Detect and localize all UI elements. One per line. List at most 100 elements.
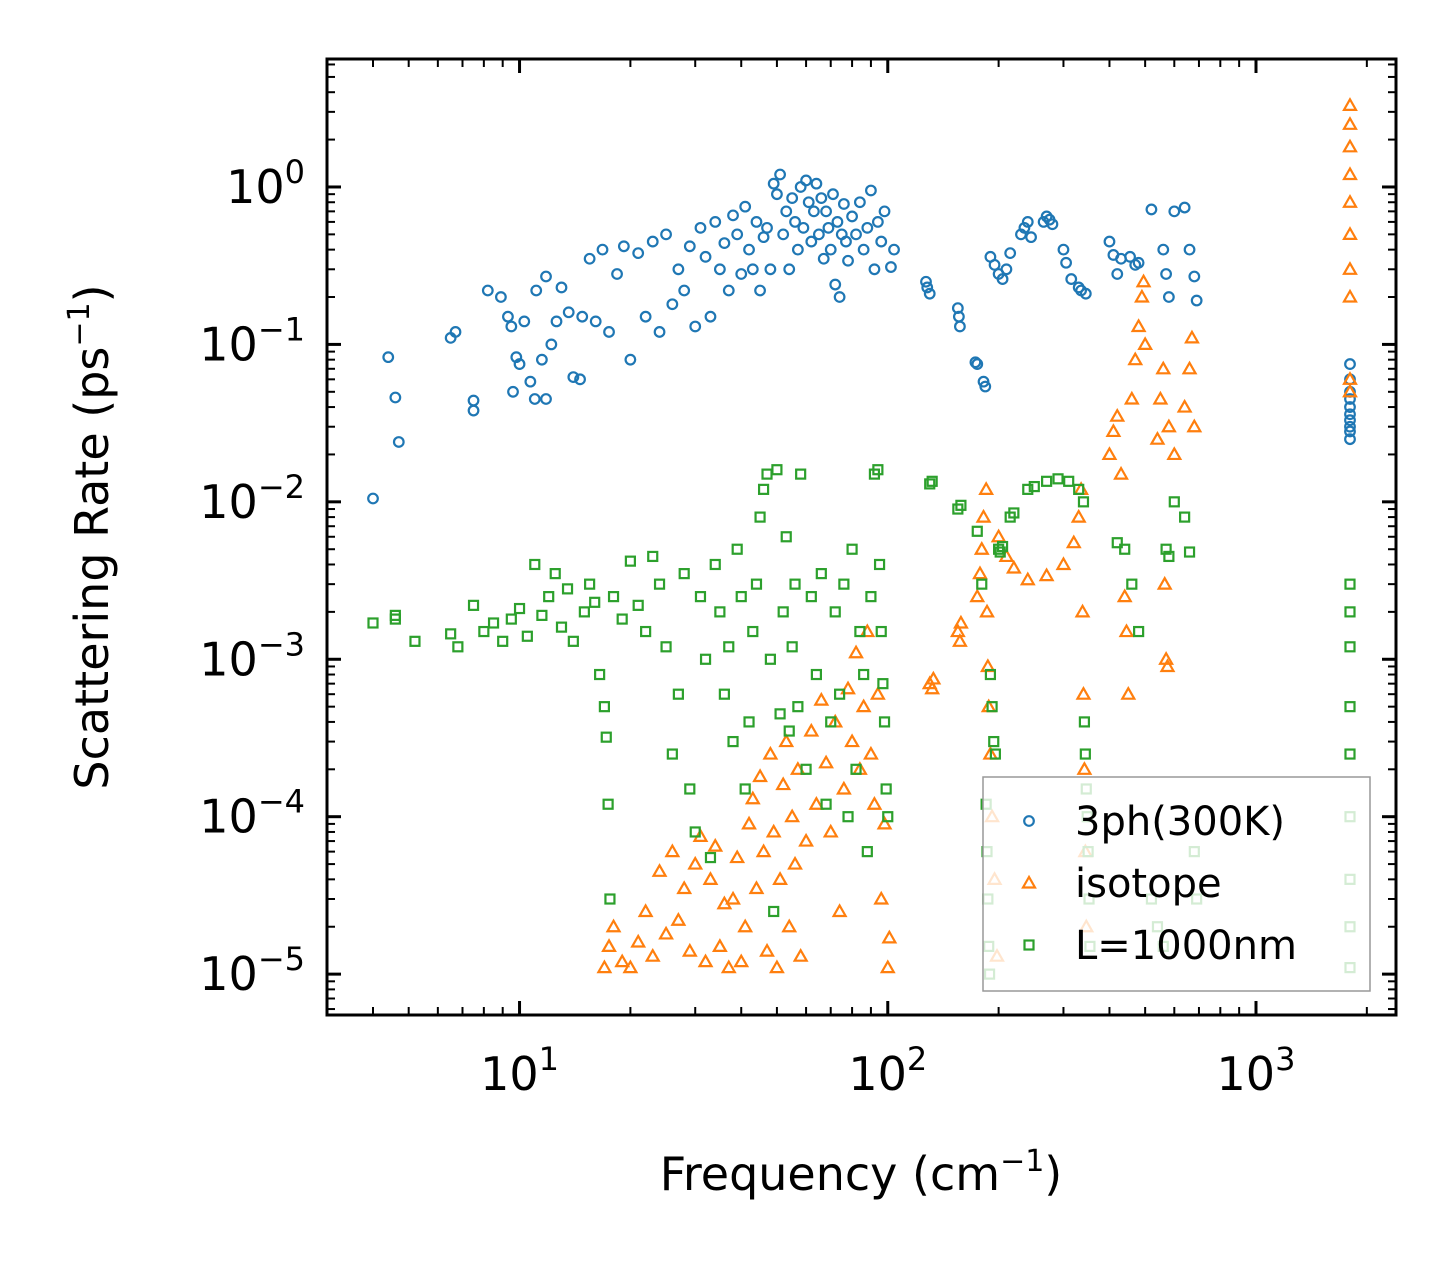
data-point	[873, 558, 886, 571]
data-point	[540, 270, 552, 283]
data-point	[1176, 398, 1193, 413]
data-point	[1041, 475, 1053, 487]
data-point	[1342, 226, 1358, 240]
data-point	[1072, 281, 1085, 294]
data-point	[617, 240, 630, 253]
data-point	[737, 918, 754, 933]
data-point	[863, 745, 879, 760]
data-point	[678, 568, 690, 580]
legend-entry: 3ph(300K)	[1023, 799, 1285, 845]
data-point	[535, 353, 548, 366]
data-point	[624, 353, 637, 366]
data-point	[786, 192, 799, 204]
data-point	[842, 254, 854, 267]
data-point	[670, 912, 687, 926]
data-point	[953, 614, 969, 629]
data-point	[452, 641, 464, 653]
data-point	[1028, 480, 1040, 493]
data-point	[637, 903, 654, 918]
data-point	[1342, 97, 1358, 111]
data-point	[813, 691, 830, 706]
data-point	[754, 284, 766, 297]
data-point	[878, 716, 891, 728]
data-point	[923, 287, 936, 300]
data-point	[741, 815, 757, 830]
data-point	[672, 688, 684, 700]
data-point	[1008, 507, 1020, 519]
data-point	[666, 298, 679, 311]
data-point	[614, 953, 631, 968]
data-point	[639, 310, 652, 323]
data-point	[840, 680, 856, 695]
data-point	[1344, 641, 1356, 653]
data-point	[1019, 571, 1036, 586]
data-point	[978, 481, 995, 495]
data-point	[683, 240, 696, 253]
data-point	[604, 893, 616, 905]
data-point	[803, 722, 820, 737]
data-point	[822, 823, 839, 838]
data-point	[1127, 351, 1144, 366]
data-point	[510, 351, 523, 364]
data-point	[1111, 268, 1124, 280]
legend: 3ph(300K) isotope L=1000nm	[982, 776, 1371, 992]
data-point	[583, 252, 596, 265]
data-point	[1070, 508, 1087, 523]
data-point	[854, 625, 866, 638]
data-point	[752, 768, 768, 783]
data-point	[567, 635, 579, 647]
data-point	[820, 205, 832, 218]
data-point	[835, 780, 852, 795]
data-point	[789, 216, 801, 228]
data-point	[838, 578, 850, 590]
data-point	[784, 808, 801, 823]
y-tick-label: 10−3	[199, 625, 305, 686]
data-point	[1186, 418, 1203, 433]
data-point	[1178, 201, 1191, 214]
data-point	[781, 918, 798, 933]
data-point	[601, 938, 617, 953]
data-point	[850, 228, 862, 241]
ticks-layer: 101 102 103 10−5 10−4 10−3 10−2 10−1 100	[199, 59, 1396, 1101]
data-point	[1073, 483, 1085, 495]
data-point	[1065, 534, 1082, 549]
data-point	[1344, 358, 1356, 370]
data-point	[543, 591, 555, 603]
data-point	[848, 644, 864, 659]
data-point	[735, 268, 748, 280]
data-point	[718, 688, 730, 700]
data-point	[555, 621, 568, 633]
data-point	[1109, 407, 1126, 422]
data-point	[971, 525, 983, 537]
data-point	[829, 278, 842, 291]
data-point	[1159, 658, 1176, 673]
data-point	[1157, 243, 1170, 256]
y-axis-title: Scattering Rate (ps−1)	[62, 284, 119, 789]
data-point	[702, 871, 719, 885]
data-point	[1103, 235, 1116, 248]
y-tick-label: 10−2	[199, 468, 305, 529]
legend-marker	[1023, 939, 1035, 951]
data-point	[467, 394, 480, 407]
data-point	[1181, 360, 1198, 375]
data-point	[389, 613, 401, 625]
data-point	[746, 263, 759, 276]
data-point	[857, 243, 870, 256]
data-point	[1022, 483, 1034, 495]
data-point	[1075, 685, 1092, 700]
data-point	[697, 953, 714, 968]
data-point	[1079, 748, 1091, 760]
data-point	[885, 261, 897, 273]
data-point	[831, 903, 848, 918]
data-point	[853, 196, 866, 209]
data-point	[1342, 166, 1358, 181]
data-point	[555, 281, 568, 294]
data-point	[842, 811, 854, 823]
data-point	[505, 320, 518, 333]
data-point	[528, 393, 541, 405]
data-point	[1149, 430, 1166, 445]
data-point	[596, 959, 613, 974]
data-point	[589, 315, 602, 328]
data-point	[1190, 294, 1203, 307]
data-point	[846, 210, 858, 223]
